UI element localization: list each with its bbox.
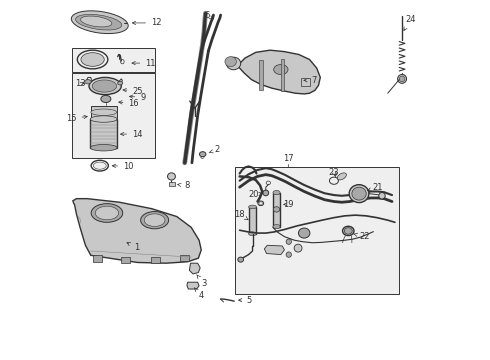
Ellipse shape <box>101 95 111 103</box>
Ellipse shape <box>91 109 117 116</box>
Text: 1: 1 <box>127 243 139 252</box>
Ellipse shape <box>225 57 236 67</box>
Ellipse shape <box>248 205 256 209</box>
Ellipse shape <box>72 11 128 33</box>
Ellipse shape <box>238 257 244 262</box>
Ellipse shape <box>259 202 263 205</box>
Polygon shape <box>190 263 200 274</box>
Text: 6: 6 <box>205 11 213 20</box>
Text: 13: 13 <box>75 80 86 89</box>
Ellipse shape <box>81 53 104 66</box>
Text: 3: 3 <box>196 275 207 288</box>
Bar <box>273 193 280 226</box>
Text: 16: 16 <box>119 99 139 108</box>
Ellipse shape <box>344 228 352 234</box>
Ellipse shape <box>91 204 122 222</box>
Ellipse shape <box>90 116 117 122</box>
Ellipse shape <box>75 14 122 30</box>
Text: 25: 25 <box>123 86 143 95</box>
Ellipse shape <box>80 16 112 27</box>
Bar <box>91 106 117 118</box>
Ellipse shape <box>397 75 407 84</box>
Text: 8: 8 <box>178 181 190 190</box>
Bar <box>248 207 256 234</box>
Text: 14: 14 <box>121 130 143 139</box>
Text: 2: 2 <box>209 145 220 154</box>
Text: 20: 20 <box>249 190 262 199</box>
Polygon shape <box>238 50 320 94</box>
Bar <box>300 78 310 86</box>
Ellipse shape <box>286 239 292 244</box>
Text: 15: 15 <box>66 114 87 123</box>
Text: 12: 12 <box>132 18 162 27</box>
Ellipse shape <box>343 226 354 235</box>
Ellipse shape <box>349 185 369 203</box>
Ellipse shape <box>90 144 117 151</box>
Ellipse shape <box>248 232 256 235</box>
Ellipse shape <box>286 252 292 257</box>
Text: 23: 23 <box>329 168 339 177</box>
Bar <box>169 182 175 186</box>
Text: 24: 24 <box>404 15 416 31</box>
Text: 19: 19 <box>283 200 293 209</box>
Ellipse shape <box>226 57 241 70</box>
Bar <box>151 257 160 263</box>
Ellipse shape <box>273 190 280 195</box>
Text: 4: 4 <box>195 288 204 300</box>
Polygon shape <box>265 245 285 255</box>
Ellipse shape <box>92 80 117 92</box>
Ellipse shape <box>141 212 169 229</box>
Text: 17: 17 <box>283 154 294 163</box>
Text: 9: 9 <box>129 93 146 102</box>
Bar <box>235 167 399 294</box>
Ellipse shape <box>263 190 269 196</box>
Text: 21: 21 <box>368 183 383 192</box>
Text: 7: 7 <box>304 76 317 85</box>
Bar <box>90 119 117 148</box>
Ellipse shape <box>89 77 122 95</box>
Ellipse shape <box>93 162 106 169</box>
Text: 11: 11 <box>132 59 156 68</box>
Ellipse shape <box>168 173 175 180</box>
Bar <box>122 257 130 263</box>
Ellipse shape <box>199 152 206 157</box>
Text: 18: 18 <box>234 210 248 220</box>
Bar <box>259 60 263 90</box>
Ellipse shape <box>399 76 405 82</box>
Ellipse shape <box>379 193 385 199</box>
Ellipse shape <box>273 225 280 229</box>
Bar <box>281 59 285 91</box>
Ellipse shape <box>352 187 366 200</box>
Bar <box>180 255 189 261</box>
Ellipse shape <box>95 206 119 220</box>
Polygon shape <box>73 199 201 263</box>
Ellipse shape <box>337 173 346 180</box>
Text: 5: 5 <box>239 296 252 305</box>
Ellipse shape <box>144 214 165 226</box>
Bar <box>72 48 155 72</box>
Polygon shape <box>187 282 199 289</box>
Text: 10: 10 <box>112 162 134 171</box>
Ellipse shape <box>85 80 91 84</box>
Ellipse shape <box>273 207 280 212</box>
Text: 22: 22 <box>354 232 369 241</box>
Ellipse shape <box>298 228 310 238</box>
Ellipse shape <box>118 81 122 85</box>
Ellipse shape <box>294 244 302 252</box>
Bar <box>72 73 155 158</box>
Ellipse shape <box>274 64 288 75</box>
Bar <box>93 255 101 262</box>
